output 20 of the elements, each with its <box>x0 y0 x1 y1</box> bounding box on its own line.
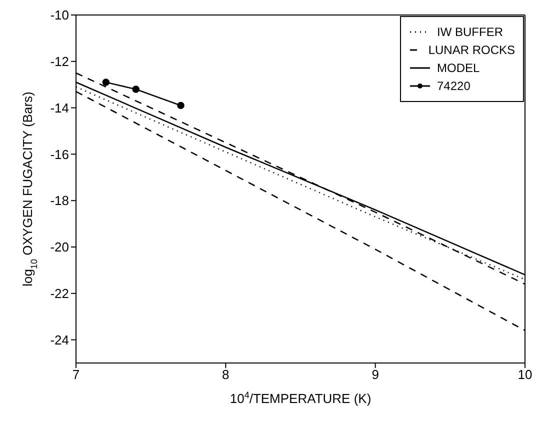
x-axis-title: 10$^{4}$/TEMPERATURE (K) <box>230 390 372 406</box>
legend-label: LUNAR ROCKS <box>428 43 515 57</box>
y-tick-label: -24 <box>50 332 69 348</box>
legend-label: MODEL <box>437 61 480 75</box>
y-tick-label: -10 <box>50 8 69 23</box>
y-tick-label: -20 <box>50 240 69 255</box>
point <box>132 86 140 93</box>
y-tick-label: -16 <box>50 146 69 162</box>
y-tick-label: -18 <box>50 193 69 208</box>
point <box>102 78 110 86</box>
legend-label: IW BUFFER <box>437 25 503 39</box>
legend-label: 74220 <box>437 79 470 93</box>
x-tick-label: 9 <box>372 367 379 382</box>
x-tick-label: 8 <box>222 367 230 382</box>
y-tick-label: -22 <box>50 286 69 302</box>
point <box>177 102 184 110</box>
x-tick-label: 10 <box>518 367 532 382</box>
y-tick-label: -14 <box>50 100 69 116</box>
y-tick-label: -12 <box>50 54 69 70</box>
x-tick-label: 7 <box>72 367 80 382</box>
